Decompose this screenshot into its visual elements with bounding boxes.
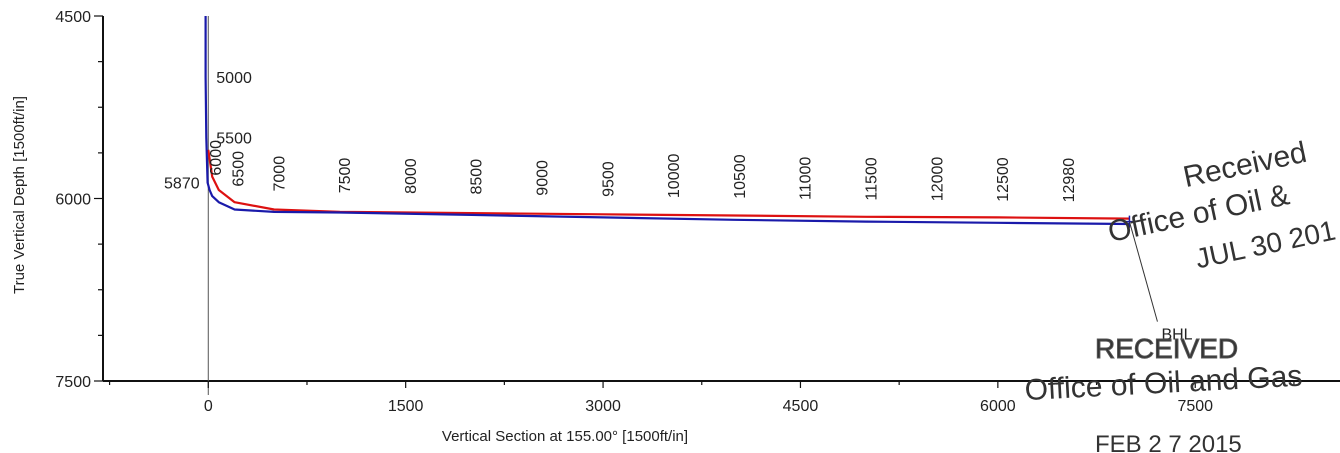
stamp2-line1: RECEIVED [1095,333,1238,364]
x-tick-label: 4500 [783,398,819,415]
md-label: 10500 [732,154,749,199]
y-tick-label: 4500 [55,9,91,26]
y-axis-title: True Vertical Depth [1500ft/in] [11,96,28,294]
x-tick-label: 3000 [585,398,621,415]
md-label: 8500 [469,159,486,195]
md-label: 7000 [271,156,288,192]
md-label: 8000 [403,158,420,194]
md-label: 7500 [337,158,354,194]
md-label: 12000 [929,157,946,202]
md-label: 6000 [208,140,225,176]
bhl-marker-group: BHL [1123,215,1193,344]
x-tick-label: 6000 [980,398,1016,415]
measured-depth-labels: 5000 5500 5870 6000 6500 7000 7500 8000 8500 9000… [164,70,1078,203]
received-stamp: Received Office of Oil & JUL 30 201 [1105,136,1338,275]
md-label: 9500 [600,161,617,197]
y-tick-label: 7500 [55,374,91,391]
bhl-leader-line [1128,221,1158,322]
md-label: 5870 [164,176,200,193]
x-axis-title: Vertical Section at 155.00° [1500ft/in] [442,428,688,445]
planned-wellpath-line [207,149,1130,220]
y-tick-label: 6000 [55,192,91,209]
received-stamp-2: RECEIVED Office of Oil and Gas FEB 2 7 2… [1024,333,1303,453]
md-label: 5500 [216,131,252,148]
bhl-label: BHL [1161,327,1192,344]
series-layer [204,16,1130,226]
md-label: 10000 [666,154,683,199]
md-label: 12980 [1061,158,1078,203]
actual-wellpath-line [204,16,1130,226]
md-label: 11500 [864,157,881,200]
axes: 0 1500 3000 4500 6000 7500 9000 4500 6000 7500 [55,9,1340,415]
md-label: 6500 [231,151,248,187]
md-label: 12500 [995,157,1012,202]
x-tick-label: 7500 [1177,398,1213,415]
md-label: 5000 [216,70,252,87]
x-tick-label: 1500 [388,398,424,415]
x-tick-label: 0 [204,398,213,415]
md-label: 11000 [798,157,815,200]
stamp2-line2: Office of Oil and Gas [1024,360,1303,408]
stamp-received-line1: Received [1180,136,1309,194]
stamp2-date: FEB 2 7 2015 [1095,431,1242,453]
md-label: 9000 [535,160,552,196]
